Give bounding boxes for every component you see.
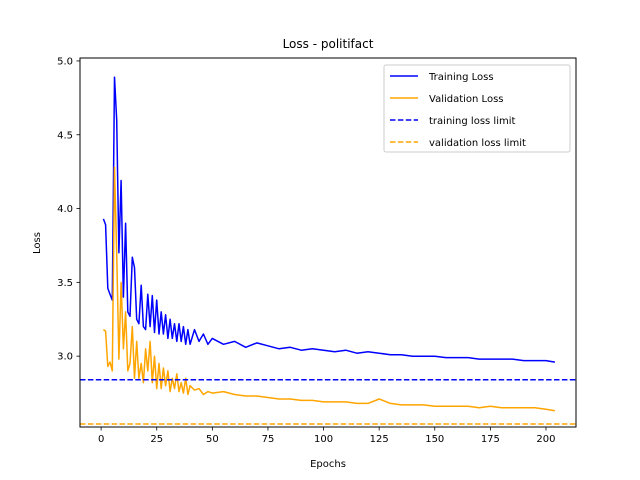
x-tick-label: 100 [314,434,333,445]
chart-title: Loss - politifact [283,37,374,51]
x-tick-label: 75 [262,434,275,445]
x-axis-label: Epochs [310,459,346,470]
y-axis: 3.0 3.5 4.0 4.5 5.0 [57,56,80,363]
legend-box [383,64,571,153]
legend-label-training-loss: Training Loss [428,72,494,83]
x-tick-label: 150 [425,434,444,445]
legend-label-training-loss-limit: training loss limit [429,116,515,127]
x-axis: 0 25 50 75 100 125 150 175 200 [98,427,556,445]
series-training-loss [102,76,556,363]
x-tick-label: 125 [370,434,389,445]
series-validation-loss [102,166,556,412]
x-tick-label: 200 [536,434,555,445]
y-tick-label: 5.0 [57,56,73,67]
plot-area [80,76,576,425]
legend: Training Loss Validation Loss training los… [383,64,571,153]
legend-label-validation-loss: Validation Loss [429,94,504,105]
y-tick-label: 4.0 [57,204,73,215]
y-axis-label: Loss [32,232,43,254]
x-tick-label: 0 [98,434,104,445]
x-tick-label: 25 [150,434,163,445]
y-tick-label: 3.5 [57,278,73,289]
axes-frame [79,57,577,428]
x-tick-label: 175 [481,434,500,445]
y-tick-label: 3.0 [57,352,73,363]
x-tick-label: 50 [206,434,219,445]
y-tick-label: 4.5 [57,130,73,141]
legend-label-validation-loss-limit: validation loss limit [429,138,526,149]
